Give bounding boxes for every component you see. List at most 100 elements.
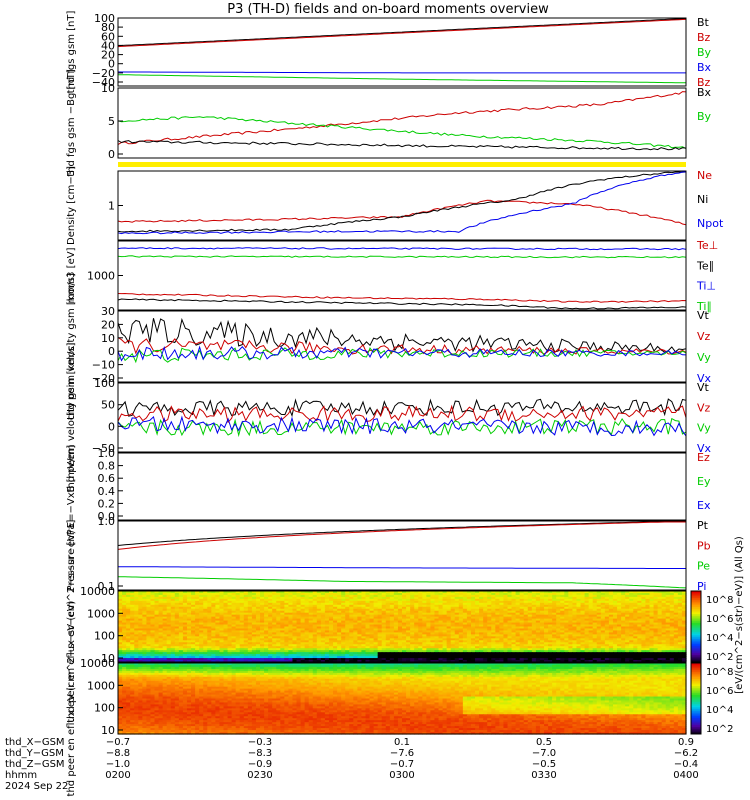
y-tick-label: 10000 [80, 657, 115, 670]
y-axis-label: thd peir en eflux eV (cm^2−s−sr−eV) [66, 530, 77, 723]
x-tick-label: −6.2 [674, 748, 698, 759]
panel-frame [117, 382, 687, 453]
panel-4: 1000 mom3 [eV] Te⊥ Te∥ Ti⊥ Ti∥ [66, 239, 718, 313]
series-By [118, 74, 686, 84]
x-tick-label: −7.0 [532, 748, 556, 759]
date-label: 2024 Sep 22 [5, 781, 68, 792]
y-tick-label: 40 [101, 39, 115, 52]
panel-2: 10 5 0 thd fgs gsm −Bg [nT] Bx By [66, 69, 712, 177]
y-tick-label: 10 [101, 724, 115, 737]
panel-frame [117, 170, 687, 241]
panel-8: 1.0 0.1 Pressure [nPa] Pt Pb Pe Pi [66, 515, 711, 593]
x-tick-label: 0330 [531, 770, 556, 781]
y-axis-label: Density [cm−3] [66, 166, 77, 245]
legend-By: By [697, 46, 712, 59]
y-tick-label: 100 [94, 12, 115, 25]
y-tick-label: 50 [101, 399, 115, 412]
legend-Pt: Pt [697, 519, 709, 532]
y-tick-label: 0.6 [98, 472, 116, 485]
y-tick-label: 0.0 [98, 510, 116, 523]
x-tick-label: −8.8 [106, 748, 130, 759]
y-tick-label: −50 [92, 442, 115, 455]
series-By [117, 116, 687, 150]
series-Vt [117, 398, 687, 418]
colorbar-tick: 10^6 [706, 686, 733, 697]
series-Vy [117, 347, 687, 364]
series-Te∥ [117, 298, 687, 310]
colorbar-label: [eV/(cm^2−s(str)−eV)] (All Qs) [734, 536, 745, 694]
series-Bx [117, 71, 686, 74]
colorbar: 10^8 10^6 10^4 10^2 [690, 662, 733, 735]
legend-Ne: Ne [697, 169, 712, 182]
x-row-label: hhmm [5, 770, 37, 781]
y-axis-label: Pressure [nPa] [66, 520, 77, 592]
x-tick-label: −0.7 [106, 737, 130, 748]
y-tick-label: 100 [94, 702, 115, 715]
x-tick-label: 0.5 [536, 737, 552, 748]
colorbar-tick: 10^8 [706, 595, 733, 606]
y-axis-label: thd peer en eflux eV (cm^2−s−sr−eV) [66, 600, 77, 796]
series-Bt [117, 18, 686, 47]
y-tick-label: 80 [101, 21, 115, 34]
legend-Vx: Vx [697, 442, 712, 455]
legend-Vt: Vt [697, 309, 710, 322]
legend-Te∥: Te∥ [696, 259, 714, 272]
legend-Vz: Vz [697, 330, 711, 343]
y-tick-label: 100 [94, 630, 115, 643]
panel-frame [117, 590, 687, 663]
series-Ti∥ [117, 255, 687, 259]
x-tick-label: −0.5 [532, 759, 556, 770]
chart-title: P3 (TH-D) fields and on-board moments ov… [227, 2, 549, 17]
legend-Pe: Pe [697, 560, 710, 573]
y-tick-label: −20 [92, 372, 115, 385]
legend-Ni: Ni [697, 193, 708, 206]
legend-Vz: Vz [697, 401, 711, 414]
legend-Bx: Bx [697, 86, 712, 99]
series-Vy [117, 417, 687, 438]
colorbar-tick: 10^2 [706, 652, 733, 663]
y-tick-label: 0 [108, 148, 115, 161]
y-tick-label: −20 [92, 67, 115, 80]
legend-Bx: Bx [697, 61, 712, 74]
series-Pi [118, 566, 686, 569]
legend-Bz: Bz [697, 31, 711, 44]
y-tick-label: 10000 [80, 585, 115, 598]
colorbar-tick: 10^8 [706, 667, 733, 678]
series-Pb [117, 521, 686, 550]
panel-9: 10^8 10^6 10^4 10^2 10000 1000 100 10 thd peir e… [66, 530, 733, 723]
panel-frame [117, 520, 687, 591]
series-Bx [117, 140, 687, 151]
legend-Bz: Bz [697, 76, 711, 89]
panel-frame [117, 662, 687, 735]
y-tick-label: 20 [101, 49, 115, 62]
series-Vz [117, 404, 687, 424]
x-tick-label: 0.1 [394, 737, 410, 748]
legend-Ti∥: Ti∥ [696, 300, 712, 313]
legend-Ti⊥: Ti⊥ [696, 280, 716, 293]
colorbar-tick: 10^4 [706, 705, 733, 716]
series-Vx [117, 345, 687, 362]
y-axis-label: mom3 [eV] [66, 247, 77, 303]
y-tick-label: −40 [92, 76, 115, 89]
y-tick-label: 0 [108, 420, 115, 433]
y-tick-label: 10 [101, 652, 115, 665]
y-tick-label: 60 [101, 30, 115, 43]
y-axis-label: thd fgs gsm [nT] [66, 11, 77, 94]
x-tick-label: 0400 [673, 770, 698, 781]
series-Ni [117, 171, 687, 233]
y-tick-label: 1000 [87, 679, 115, 692]
legend-Bt: Bt [697, 16, 710, 29]
x-tick-label: −0.7 [390, 759, 414, 770]
y-tick-label: 1000 [87, 270, 115, 283]
series-Bz [117, 91, 687, 146]
x-tick-label: 0230 [247, 770, 272, 781]
y-tick-label: 1.0 [98, 447, 116, 460]
panel-3: 1 Density [cm−3] Ne Ni Npot [66, 166, 724, 245]
panel-frame [117, 452, 687, 521]
y-tick-label: 100 [94, 377, 115, 390]
x-tick-label: −8.3 [248, 748, 272, 759]
